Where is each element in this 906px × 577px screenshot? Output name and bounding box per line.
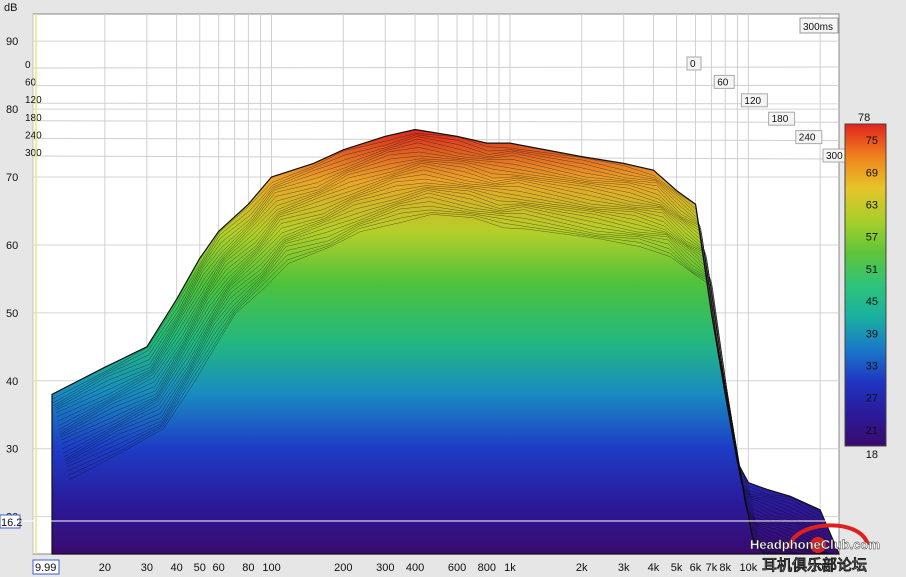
time-tick-right: 60	[713, 74, 735, 89]
y-tick-label: 70	[6, 172, 18, 184]
time-tick-left: 240	[25, 130, 42, 141]
colorbar-tick-label: 57	[866, 232, 878, 244]
y-tick-label: 40	[6, 376, 18, 388]
y-readout: 16.2	[1, 517, 22, 529]
time-axis-ticks: 0 0 60 60 120 120 180 180 240 240 300 300	[25, 56, 850, 163]
x-tick-label: 1k	[504, 562, 516, 574]
x-tick-label: 7k	[706, 562, 718, 574]
x-tick-label: 40	[171, 562, 183, 574]
x-tick-label: 50	[194, 562, 206, 574]
y-tick-label: 80	[6, 104, 18, 116]
colorbar-tick-label: 33	[866, 361, 878, 373]
time-tick-right: 0	[686, 56, 702, 71]
x-readout: 9.99	[35, 562, 56, 574]
y-tick-label: 60	[6, 240, 18, 252]
time-axis-title: 300ms	[803, 22, 833, 33]
time-tick-label: 60	[717, 77, 729, 88]
colorbar-tick-label: 39	[866, 328, 878, 340]
x-tick-label: 20	[99, 562, 111, 574]
time-tick-left: 60	[25, 78, 37, 89]
x-tick-label: 30	[141, 562, 153, 574]
y-readout-box: 16.2	[0, 514, 22, 529]
x-tick-label: 10k	[739, 562, 757, 574]
time-grid-line	[32, 120, 840, 123]
watermark: HeadphoneClub.com 耳机俱乐部论坛	[750, 523, 880, 574]
time-grid-line	[32, 102, 840, 105]
colorbar-tick-label: 45	[866, 296, 878, 308]
colorbar-tick-label: 21	[866, 425, 878, 437]
headphone-logo-icon	[788, 523, 870, 549]
waterfall-surface	[51, 128, 840, 555]
watermark-brand: HeadphoneClub.com	[750, 537, 880, 552]
time-tick-right: 120	[740, 93, 768, 108]
x-tick-label: 60	[213, 562, 225, 574]
y-tick-label: 90	[6, 36, 18, 48]
x-tick-label: 800	[478, 562, 496, 574]
headphone-logo-cup-icon	[810, 537, 826, 553]
x-tick-label: 8k	[719, 562, 731, 574]
time-axis-title-box: 300ms	[799, 17, 839, 34]
watermark-cn: 耳机俱乐部论坛	[762, 556, 867, 574]
x-readout-box: 9.99	[32, 559, 60, 575]
time-tick-label: 120	[744, 96, 761, 107]
colorbar-tick-label: 63	[866, 200, 878, 212]
x-tick-label: 4k	[648, 562, 660, 574]
x-tick-label: 80	[242, 562, 254, 574]
y-tick-label: 50	[6, 308, 18, 320]
time-tick-left: 120	[25, 95, 42, 106]
time-grid-line	[32, 66, 840, 69]
x-axis-ticks: 20 30 40 50 60 80 100 200 300 400 600 800 1k 2k 3k 4k 5k…	[99, 562, 830, 574]
colorbar: 78 75 69 63 57 51 45 39 33 27 21 18	[844, 112, 887, 461]
time-tick-left: 300	[25, 148, 42, 159]
time-tick-label: 180	[25, 113, 42, 124]
colorbar-tick-label: 18	[866, 449, 878, 461]
x-tick-label: 400	[406, 562, 424, 574]
x-tick-label: 2k	[576, 562, 588, 574]
x-tick-label: 100	[262, 562, 280, 574]
time-tick-label: 240	[25, 130, 42, 141]
time-tick-label: 0	[25, 60, 31, 71]
time-tick-label: 300	[826, 151, 843, 162]
colorbar-top-label: 78	[858, 112, 870, 124]
x-tick-label: 6k	[690, 562, 702, 574]
colorbar-tick-label: 69	[866, 167, 878, 179]
colorbar-gradient	[844, 123, 887, 447]
time-tick-left: 0	[25, 60, 31, 71]
x-tick-label: 3k	[618, 562, 630, 574]
x-tick-label: 200	[334, 562, 352, 574]
y-axis-label: dB	[4, 2, 17, 14]
time-tick-label: 300	[25, 148, 42, 159]
time-tick-right: 240	[795, 130, 823, 145]
time-tick-label: 180	[772, 114, 789, 125]
time-tick-label: 0	[690, 59, 696, 70]
y-tick-label: 30	[6, 444, 18, 456]
x-tick-label: 600	[448, 562, 466, 574]
waterfall-slice-line	[68, 214, 837, 555]
time-tick-left: 180	[25, 113, 42, 124]
time-tick-label: 240	[799, 133, 816, 144]
x-tick-label: 20k	[811, 562, 829, 574]
y-axis-ticks: 2030405060708090	[6, 36, 18, 523]
x-tick-label: 5k	[671, 562, 683, 574]
time-tick-label: 60	[25, 78, 37, 89]
time-tick-right: 180	[768, 111, 796, 126]
colorbar-tick-label: 75	[866, 135, 878, 147]
time-tick-label: 120	[25, 95, 42, 106]
colorbar-tick-label: 51	[866, 264, 878, 276]
colorbar-tick-label: 27	[866, 393, 878, 405]
x-tick-label: 300	[376, 562, 394, 574]
